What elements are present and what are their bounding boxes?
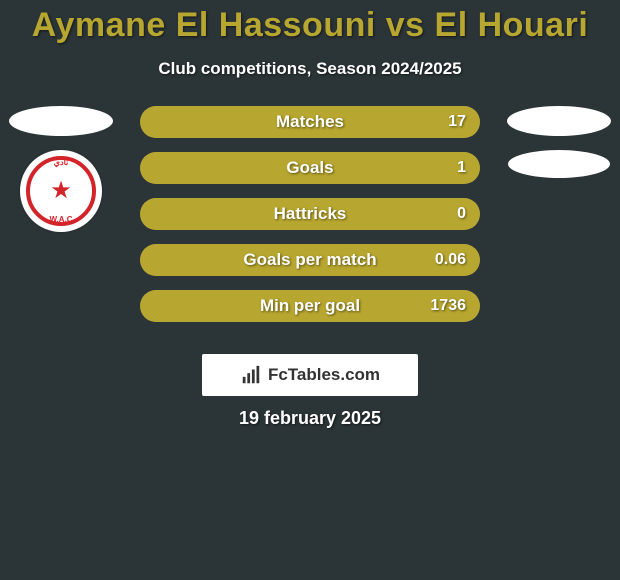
stat-value: 0.06 — [435, 244, 466, 276]
bar-chart: Matches17 Goals1 Hattricks0 Goals per match… — [140, 106, 480, 336]
stat-label: Hattricks — [140, 198, 480, 230]
stat-label: Goals — [140, 152, 480, 184]
club-right-placeholder — [508, 150, 610, 178]
wydad-badge: نادي ★ W.A.C — [20, 150, 102, 232]
player-left-column: نادي ★ W.A.C — [6, 106, 116, 232]
page-title: Aymane El Hassouni vs El Houari — [0, 0, 620, 45]
stat-value: 0 — [457, 198, 466, 230]
stat-row: Goals1 — [140, 152, 480, 184]
stat-row: Goals per match0.06 — [140, 244, 480, 276]
stat-label: Min per goal — [140, 290, 480, 322]
stat-row: Min per goal1736 — [140, 290, 480, 322]
stat-value: 1736 — [430, 290, 466, 322]
player-left-placeholder — [9, 106, 113, 136]
attribution-text: FcTables.com — [268, 365, 380, 385]
stat-row: Matches17 — [140, 106, 480, 138]
stat-label: Matches — [140, 106, 480, 138]
star-icon: ★ — [50, 179, 72, 203]
bar-chart-icon — [240, 364, 262, 386]
generation-date: 19 february 2025 — [0, 408, 620, 429]
stat-value: 17 — [448, 106, 466, 138]
player-right-column — [504, 106, 614, 178]
stat-row: Hattricks0 — [140, 198, 480, 230]
infographic-canvas: Aymane El Hassouni vs El Houari Club com… — [0, 0, 620, 580]
player-right-placeholder — [507, 106, 611, 136]
stat-label: Goals per match — [140, 244, 480, 276]
stat-value: 1 — [457, 152, 466, 184]
badge-text-top: نادي — [54, 158, 69, 167]
attribution-badge[interactable]: FcTables.com — [202, 354, 418, 396]
badge-text-bottom: W.A.C — [49, 215, 72, 224]
page-subtitle: Club competitions, Season 2024/2025 — [0, 59, 620, 79]
